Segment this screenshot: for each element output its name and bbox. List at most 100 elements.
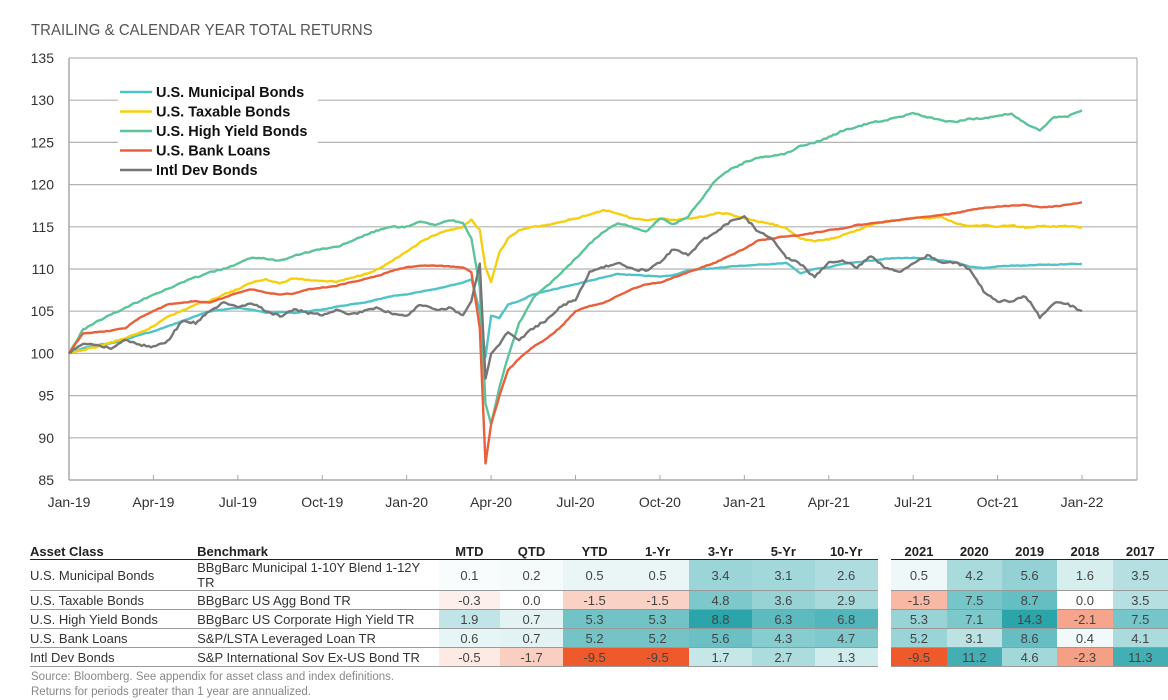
column-gap (878, 629, 892, 648)
asset-class-cell: Intl Dev Bonds (30, 647, 198, 667)
trailing-return-cell: 2.7 (751, 647, 815, 667)
benchmark-cell: S&P International Sov Ex-US Bond TR (197, 647, 439, 667)
series-line-1 (68, 208, 1082, 355)
trailing-return-cell: 5.3 (563, 609, 627, 629)
calendar-return-cell: 4.1 (1112, 628, 1168, 648)
calendar-return-cell: 3.1 (946, 628, 1002, 648)
calendar-return-cell: 0.0 (1057, 590, 1113, 610)
column-gap (878, 591, 892, 610)
trailing-return-cell: 5.3 (626, 609, 690, 629)
x-tick-label: Apr-19 (132, 494, 174, 510)
column-header: 1-Yr (626, 543, 690, 560)
column-gap (878, 648, 892, 667)
y-tick-label: 85 (38, 472, 54, 488)
series-line-2 (67, 109, 1083, 426)
column-gap (878, 543, 892, 560)
trailing-return-cell: 3.6 (751, 590, 815, 610)
trailing-return-cell: 3.1 (751, 559, 815, 591)
y-tick-label: 95 (38, 388, 54, 404)
trailing-return-cell: 4.3 (751, 628, 815, 648)
trailing-return-cell: 0.5 (563, 559, 627, 591)
column-header: QTD (499, 543, 564, 560)
trailing-return-cell: 0.6 (438, 628, 500, 648)
legend-label: U.S. Municipal Bonds (156, 85, 304, 101)
asset-class-cell: U.S. Bank Loans (30, 628, 198, 648)
column-header: 5-Yr (751, 543, 815, 560)
trailing-return-cell: 2.9 (814, 590, 878, 610)
calendar-return-cell: -9.5 (891, 647, 947, 667)
line-chart: 85 90 95 100 105 110 115 120 125 130 135 Jan-19 Apr… (31, 50, 1138, 510)
calendar-return-cell: 1.6 (1057, 559, 1113, 591)
series-line-3 (67, 201, 1083, 465)
x-tick-label: Oct-19 (301, 494, 343, 510)
column-header: 3-Yr (689, 543, 752, 560)
column-header: 2020 (946, 543, 1002, 560)
trailing-return-cell: 0.7 (499, 609, 564, 629)
asset-class-cell: U.S. High Yield Bonds (30, 609, 198, 629)
y-tick-label: 115 (32, 219, 55, 235)
calendar-return-cell: 8.6 (1001, 628, 1058, 648)
column-gap (878, 560, 892, 591)
calendar-return-cell: 3.5 (1112, 590, 1168, 610)
footnote-annualized: Returns for periods greater than 1 year … (31, 686, 311, 698)
calendar-return-cell: 7.5 (1112, 609, 1168, 629)
column-header: Asset Class (30, 543, 198, 560)
trailing-return-cell: -9.5 (626, 647, 690, 667)
table-row: U.S. Municipal Bonds BBgBarc Municipal 1-… (30, 559, 1168, 591)
table-row: U.S. High Yield Bonds BBgBarc US Corporat… (30, 609, 1168, 629)
calendar-return-cell: 14.3 (1001, 609, 1058, 629)
calendar-return-cell: 11.3 (1112, 647, 1168, 667)
trailing-return-cell: -9.5 (563, 647, 627, 667)
y-tick-label: 130 (31, 92, 55, 108)
trailing-return-cell: 3.4 (689, 559, 752, 591)
table-header-row: Asset Class Benchmark MTD QTD YTD 1-Yr 3-Yr 5-Y… (30, 543, 1168, 560)
column-header: 2019 (1001, 543, 1058, 560)
y-tick-label: 135 (31, 50, 55, 66)
trailing-return-cell: 1.7 (689, 647, 752, 667)
column-header: 2017 (1112, 543, 1168, 560)
legend-label: Intl Dev Bonds (156, 163, 258, 179)
trailing-return-cell: 6.3 (751, 609, 815, 629)
y-tick-label: 100 (31, 345, 55, 361)
legend-label: U.S. High Yield Bonds (156, 124, 307, 140)
x-tick-label: Apr-20 (470, 494, 512, 510)
table-row: Intl Dev Bonds S&P International Sov Ex-U… (30, 647, 1168, 667)
calendar-return-cell: 4.2 (946, 559, 1002, 591)
trailing-return-cell: 6.8 (814, 609, 878, 629)
column-header: 2021 (891, 543, 947, 560)
trailing-return-cell: 5.2 (626, 628, 690, 648)
x-tick-label: Jan-22 (1061, 494, 1104, 510)
legend: U.S. Municipal Bonds U.S. Taxable Bonds U.… (118, 82, 318, 180)
x-tick-label: Jan-19 (48, 494, 91, 510)
benchmark-cell: BBgBarc Municipal 1-10Y Blend 1-12Y TR (197, 559, 439, 591)
calendar-return-cell: 7.5 (946, 590, 1002, 610)
series-line-4 (68, 215, 1083, 380)
footnote-source: Source: Bloomberg. See appendix for asse… (31, 671, 395, 683)
legend-label: U.S. Taxable Bonds (156, 105, 290, 121)
x-tick-label: Jul-20 (556, 494, 594, 510)
y-tick-label: 90 (38, 430, 54, 446)
y-axis: 85 90 95 100 105 110 115 120 125 130 135 (31, 50, 55, 488)
trailing-return-cell: 8.8 (689, 609, 752, 629)
legend-label: U.S. Bank Loans (156, 144, 270, 160)
trailing-return-cell: 4.7 (814, 628, 878, 648)
column-header: Benchmark (197, 543, 439, 560)
calendar-return-cell: 5.2 (891, 628, 947, 648)
trailing-return-cell: 0.2 (499, 559, 564, 591)
y-tick-label: 120 (31, 177, 55, 193)
calendar-return-cell: 11.2 (946, 647, 1002, 667)
asset-class-cell: U.S. Municipal Bonds (30, 559, 198, 591)
benchmark-cell: BBgBarc US Corporate High Yield TR (197, 609, 439, 629)
calendar-return-cell: -2.3 (1057, 647, 1113, 667)
column-gap (878, 610, 892, 629)
footnote: Source: Bloomberg. See appendix for asse… (31, 670, 394, 700)
trailing-return-cell: -1.5 (563, 590, 627, 610)
column-header: 10-Yr (814, 543, 878, 560)
x-tick-label: Apr-21 (808, 494, 850, 510)
chart-title: TRAILING & CALENDAR YEAR TOTAL RETURNS (31, 22, 373, 39)
trailing-return-cell: -0.3 (438, 590, 500, 610)
trailing-return-cell: 2.6 (814, 559, 878, 591)
trailing-return-cell: -1.7 (499, 647, 564, 667)
trailing-return-cell: -1.5 (626, 590, 690, 610)
y-tick-label: 110 (32, 261, 55, 277)
